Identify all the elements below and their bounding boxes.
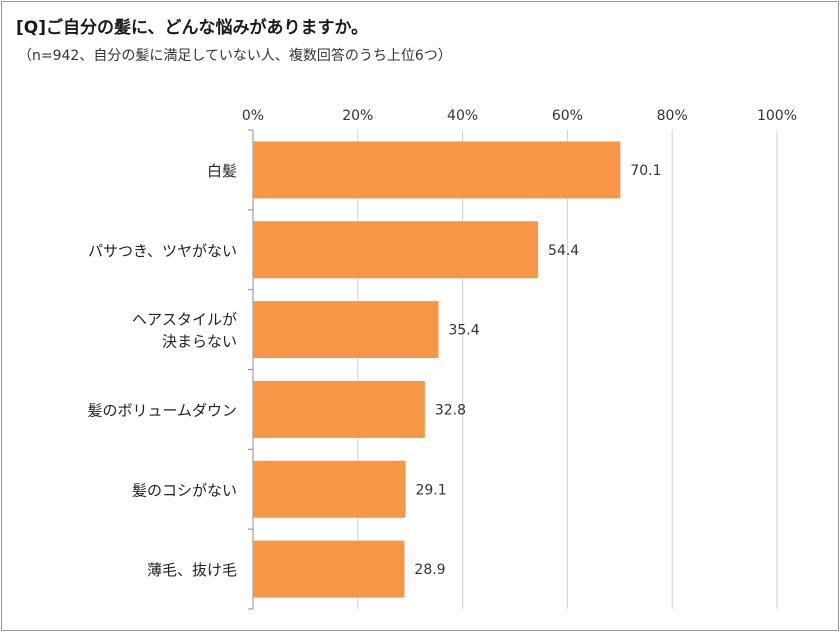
bar bbox=[253, 460, 406, 518]
bar bbox=[253, 141, 621, 199]
category-label: 決まらない bbox=[162, 333, 237, 351]
chart-title: [Q]ご自分の髪に、どんな悩みがありますか。 bbox=[16, 18, 369, 38]
category-label: 薄毛、抜け毛 bbox=[147, 561, 237, 579]
x-tick-label: 40% bbox=[447, 108, 478, 124]
value-label: 29.1 bbox=[415, 482, 446, 498]
bar bbox=[253, 221, 539, 279]
value-label: 35.4 bbox=[448, 323, 479, 339]
x-tick-label: 80% bbox=[657, 108, 688, 124]
category-label: パサつき、ツヤがない bbox=[88, 242, 237, 260]
category-label: 髪のコシがない bbox=[132, 481, 237, 499]
value-label: 54.4 bbox=[548, 243, 579, 259]
category-label: 髪のボリュームダウン bbox=[87, 401, 237, 419]
bar bbox=[253, 301, 439, 359]
category-label: ヘアスタイルが bbox=[132, 311, 237, 329]
x-tick-label: 60% bbox=[552, 108, 583, 124]
value-label: 28.9 bbox=[414, 562, 445, 578]
bar bbox=[253, 380, 425, 438]
x-tick-label: 20% bbox=[342, 108, 373, 124]
value-label: 32.8 bbox=[435, 402, 466, 418]
bar bbox=[253, 540, 405, 598]
chart-subtitle: （n=942、自分の髪に満足していない人、複数回答のうち上位6つ） bbox=[18, 48, 452, 64]
value-label: 70.1 bbox=[630, 163, 661, 179]
x-tick-label: 100% bbox=[757, 108, 797, 124]
x-tick-label: 0% bbox=[242, 108, 264, 124]
category-label: 白髪 bbox=[207, 162, 237, 180]
